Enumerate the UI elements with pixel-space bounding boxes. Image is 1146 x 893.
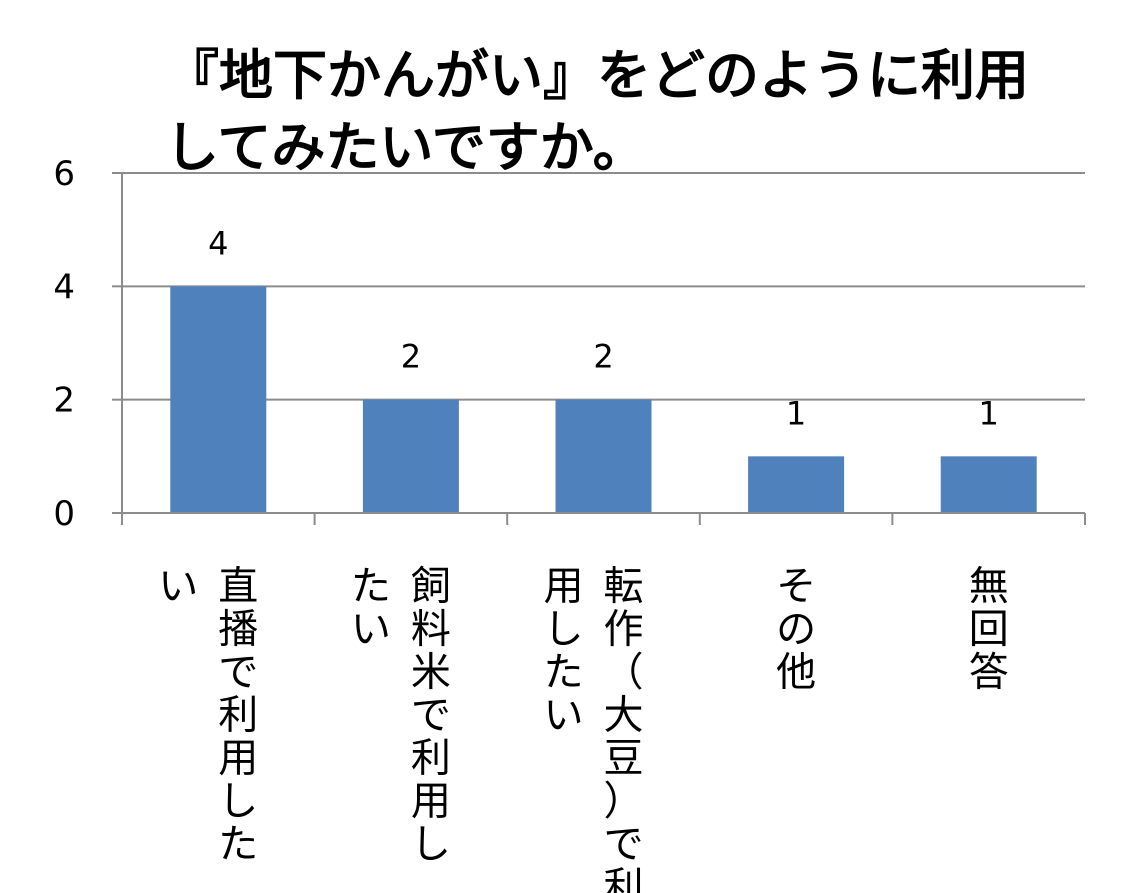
bar bbox=[555, 399, 652, 513]
category-label: 直播で利用した bbox=[218, 563, 258, 867]
category-label: 転作（大豆）で利 bbox=[604, 563, 644, 893]
data-label: 1 bbox=[786, 394, 806, 432]
category-label: たい bbox=[351, 563, 391, 652]
category-label: その他 bbox=[776, 563, 816, 695]
y-tick-label: 4 bbox=[53, 267, 75, 307]
category-label: 無回答 bbox=[969, 563, 1009, 695]
data-label: 4 bbox=[208, 224, 228, 262]
chart-title: 『地下かんがい』をどのように利用してみたいですか。 bbox=[165, 44, 1029, 179]
y-tick-label: 6 bbox=[53, 154, 75, 194]
bar bbox=[940, 456, 1037, 513]
data-label: 2 bbox=[593, 338, 613, 376]
bar bbox=[170, 286, 267, 513]
bar bbox=[362, 399, 459, 513]
category-label: 用したい bbox=[544, 563, 584, 738]
data-label: 1 bbox=[979, 394, 999, 432]
category-label: い bbox=[158, 563, 198, 609]
data-label: 2 bbox=[401, 338, 421, 376]
y-tick-label: 0 bbox=[53, 494, 75, 534]
category-label: 飼料米で利用し bbox=[411, 563, 451, 867]
bar bbox=[748, 456, 845, 513]
y-tick-label: 2 bbox=[53, 381, 75, 421]
